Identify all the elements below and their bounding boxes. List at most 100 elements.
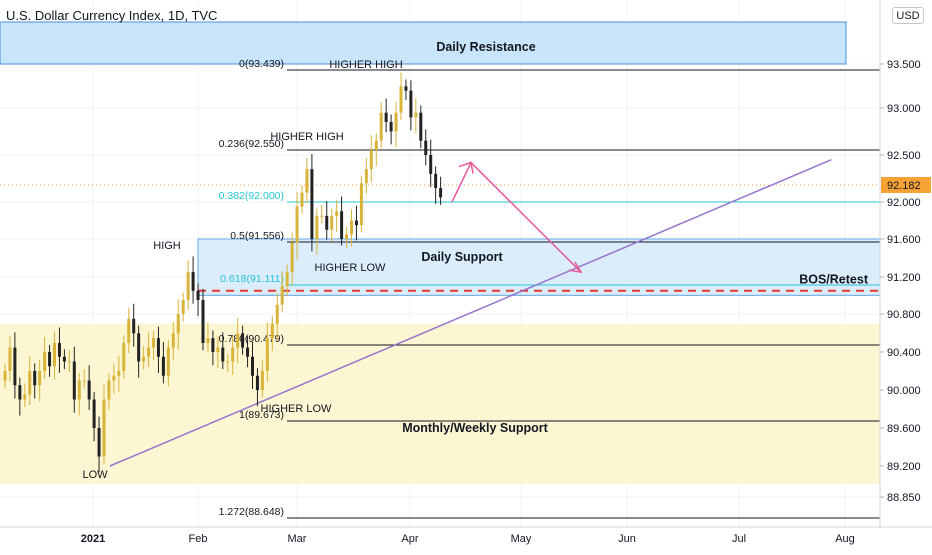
x-tick-label: Jul <box>732 533 746 545</box>
candle-body <box>3 371 7 381</box>
annotation-higher-low: HIGHER LOW <box>261 403 333 415</box>
trendline[interactable] <box>109 159 832 467</box>
candle-body <box>201 300 205 343</box>
candle-body <box>270 323 274 339</box>
candle-body <box>137 333 141 362</box>
fib-label-0.618: 0.618(91.111) <box>220 273 284 285</box>
x-axis[interactable]: 2021 Feb Mar Apr May Jun Jul Aug <box>0 526 932 550</box>
y-axis[interactable]: 93.500 93.000 92.500 92.000 91.600 91.200 90.8… <box>879 0 932 550</box>
candle-body <box>176 314 180 334</box>
candle-body <box>206 338 210 343</box>
annotation-low: LOW <box>82 469 108 481</box>
candle-body <box>389 122 393 132</box>
candle-body <box>166 347 170 376</box>
y-tick-label: 90.800 <box>887 309 921 321</box>
candle-body <box>320 215 324 217</box>
candle-body <box>260 371 264 390</box>
candle-body <box>255 375 259 390</box>
candle-body <box>72 361 76 400</box>
candle-body <box>424 140 428 155</box>
candle-body <box>112 375 116 381</box>
candle-body <box>265 338 269 371</box>
last-price-label: 92.182 <box>887 180 921 192</box>
candle-body <box>87 380 91 400</box>
candle-body <box>236 333 240 348</box>
candle-body <box>28 371 32 395</box>
candle-body <box>384 112 388 122</box>
fib-label-0.786: 0.786(90.479) <box>219 333 284 345</box>
candle-body <box>132 318 136 334</box>
candle-body <box>196 290 200 301</box>
candle-body <box>350 220 353 235</box>
candle-body <box>231 347 235 362</box>
candle-body <box>429 155 433 174</box>
annotation-higher-high: HIGHER HIGH <box>329 59 402 71</box>
candle-body <box>216 347 220 352</box>
candles <box>3 72 443 473</box>
projection-arrow-head-1 <box>458 161 474 174</box>
candle-body <box>290 242 294 273</box>
candle-body <box>62 356 66 362</box>
fib-label-0.5: 0.5(91.556) <box>230 230 284 242</box>
fib-label-0: 0(93.439) <box>239 58 284 70</box>
candle-body <box>122 342 126 371</box>
zones <box>0 21 881 484</box>
candle-body <box>354 220 358 226</box>
fib-label-0.382: 0.382(92.000) <box>219 190 284 202</box>
y-tick-label: 92.000 <box>887 197 921 209</box>
chart-title: U.S. Dollar Currency Index, 1D, TVC <box>6 8 218 23</box>
candle-body <box>181 300 185 314</box>
annotation-high: HIGH <box>153 240 181 252</box>
candle-body <box>8 347 12 371</box>
candle-body <box>241 333 245 348</box>
candle-body <box>107 380 111 400</box>
candle-body <box>156 338 160 357</box>
y-tick-label: 93.500 <box>887 59 921 71</box>
candle-body <box>48 352 52 367</box>
candle-body <box>53 342 56 367</box>
candle-body <box>359 183 363 226</box>
y-tick-label: 90.000 <box>887 385 921 397</box>
candle-body <box>186 272 190 301</box>
y-tick-label: 92.500 <box>887 150 921 162</box>
trendline-group[interactable] <box>109 159 832 467</box>
x-tick-label: 2021 <box>81 533 105 545</box>
annotation-higher-low: HIGHER LOW <box>315 262 387 274</box>
fib-label-1.272: 1.272(88.648) <box>219 506 284 518</box>
fib-label-1: 1(89.673) <box>239 409 284 421</box>
candle-body <box>92 399 96 428</box>
candle-body <box>251 356 254 376</box>
candle-body <box>33 371 37 386</box>
candle-body <box>77 380 81 400</box>
x-tick-label: Aug <box>835 533 855 545</box>
zone-1[interactable] <box>197 238 881 296</box>
x-tick-label: Apr <box>401 533 418 545</box>
zone-label-2: Monthly/Weekly Support <box>402 421 548 435</box>
candle-body <box>246 347 250 357</box>
candle-body <box>315 215 319 239</box>
candle-body <box>102 399 106 457</box>
zone-0[interactable] <box>0 21 847 65</box>
candle-body <box>285 272 289 287</box>
candle-body <box>379 112 383 141</box>
x-axis-bg <box>0 527 880 550</box>
candle-body <box>340 211 344 239</box>
candle-body <box>439 187 443 198</box>
x-tick-label: Mar <box>288 533 307 545</box>
candle-body <box>171 333 175 348</box>
y-tick-label: 89.200 <box>887 461 921 473</box>
fib-label-0.236: 0.236(92.550) <box>219 138 284 150</box>
candle-body <box>404 86 408 91</box>
candle-body <box>399 86 403 113</box>
currency-selector[interactable]: USD <box>892 7 924 24</box>
candle-body <box>152 338 155 348</box>
candle-body <box>13 347 17 386</box>
zone-label-1: Daily Support <box>421 250 503 264</box>
candle-body <box>330 215 334 230</box>
candle-body <box>142 356 146 362</box>
zone-2[interactable] <box>0 323 880 484</box>
candle-body <box>191 272 195 291</box>
y-tick-label: 93.000 <box>887 103 921 115</box>
